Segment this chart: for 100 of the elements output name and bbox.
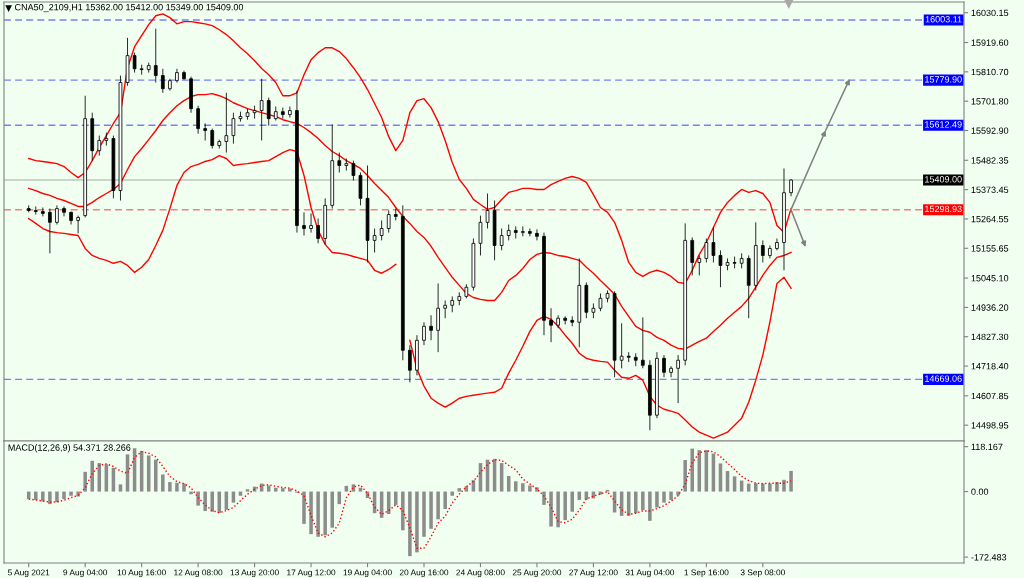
ref-line-label: 16003.11 bbox=[925, 16, 962, 23]
bar bbox=[266, 485, 271, 492]
bar bbox=[203, 491, 207, 511]
bar bbox=[69, 491, 73, 496]
candlestick bbox=[648, 359, 652, 431]
bar bbox=[514, 481, 518, 492]
candlestick bbox=[97, 135, 102, 156]
ref-line-label: 14669.06 bbox=[925, 375, 962, 382]
bar bbox=[528, 485, 532, 492]
candlestick bbox=[528, 228, 532, 237]
candlestick bbox=[231, 112, 236, 145]
bar bbox=[641, 491, 645, 511]
candlestick bbox=[76, 215, 80, 234]
ref-line-label: 15612.49 bbox=[925, 121, 962, 128]
candlestick bbox=[768, 245, 772, 259]
y-tick-label: 14827.30 bbox=[971, 333, 1009, 341]
candlestick bbox=[160, 68, 165, 94]
candlestick bbox=[309, 213, 313, 233]
candlestick bbox=[337, 152, 342, 173]
bar bbox=[669, 491, 673, 500]
bar bbox=[182, 483, 186, 492]
bar bbox=[245, 489, 250, 492]
candlestick bbox=[640, 316, 645, 369]
ref-line-label: 15409.00 bbox=[925, 176, 962, 183]
ref-line-label: 15779.90 bbox=[925, 76, 962, 83]
candlestick bbox=[725, 258, 730, 271]
bar bbox=[429, 491, 433, 529]
bar bbox=[281, 488, 285, 492]
bar bbox=[457, 488, 462, 492]
bar bbox=[754, 483, 758, 492]
candlestick bbox=[139, 64, 144, 76]
bar bbox=[161, 474, 165, 492]
candlestick bbox=[471, 238, 476, 291]
candlestick bbox=[478, 215, 483, 256]
candlestick bbox=[718, 249, 723, 288]
candlestick bbox=[760, 239, 765, 263]
candlestick bbox=[584, 281, 589, 319]
candlestick bbox=[739, 252, 744, 269]
bar bbox=[450, 491, 454, 496]
candlestick bbox=[591, 302, 596, 319]
candlestick bbox=[358, 172, 363, 206]
candlestick bbox=[259, 78, 264, 141]
bar bbox=[83, 471, 87, 492]
candlestick bbox=[386, 210, 391, 233]
candlestick bbox=[457, 291, 462, 306]
bar bbox=[344, 485, 349, 492]
candlestick bbox=[619, 322, 624, 369]
candlestick bbox=[612, 290, 617, 378]
candlestick bbox=[168, 78, 172, 92]
candlestick bbox=[48, 208, 52, 254]
bar bbox=[394, 491, 398, 505]
candlestick bbox=[40, 207, 45, 217]
candlestick bbox=[245, 108, 250, 121]
ref-line-label: 15298.93 bbox=[925, 205, 962, 213]
candlestick bbox=[683, 222, 688, 366]
bar bbox=[175, 482, 179, 492]
candlestick bbox=[436, 283, 440, 353]
candlestick bbox=[492, 200, 497, 261]
candlestick bbox=[570, 315, 575, 327]
bar bbox=[309, 491, 313, 535]
bar bbox=[196, 491, 200, 506]
candlestick bbox=[690, 236, 695, 276]
candlestick bbox=[506, 224, 511, 241]
candlestick bbox=[549, 307, 553, 343]
bar bbox=[41, 491, 45, 502]
bar bbox=[274, 487, 278, 492]
bar bbox=[521, 483, 525, 492]
y-tick-label: 15155.65 bbox=[971, 245, 1009, 252]
x-tick-label: 24 Aug 08:00 bbox=[456, 569, 505, 578]
candlestick bbox=[746, 255, 751, 319]
x-tick-label: 17 Aug 12:00 bbox=[287, 569, 336, 578]
bar bbox=[323, 491, 327, 536]
candlestick bbox=[563, 315, 568, 325]
candlestick bbox=[196, 105, 200, 135]
candlestick bbox=[485, 193, 490, 229]
y-tick-label: 15045.10 bbox=[971, 275, 1009, 282]
candlestick bbox=[513, 225, 518, 239]
candlestick bbox=[789, 178, 793, 197]
candlestick bbox=[520, 225, 525, 237]
candlestick bbox=[443, 300, 448, 319]
candlestick bbox=[33, 206, 38, 215]
candlestick bbox=[189, 76, 193, 114]
candlestick bbox=[273, 106, 278, 121]
candlestick bbox=[732, 256, 737, 269]
candlestick bbox=[372, 228, 377, 253]
bar bbox=[655, 491, 659, 508]
candlestick bbox=[90, 112, 95, 162]
bar bbox=[782, 479, 786, 492]
candlestick bbox=[633, 352, 638, 367]
candlestick bbox=[210, 128, 215, 149]
candlestick bbox=[203, 123, 208, 141]
candlestick bbox=[146, 62, 151, 73]
x-tick-label: 13 Aug 20:00 bbox=[230, 569, 279, 578]
candlestick bbox=[323, 197, 328, 245]
bar bbox=[358, 487, 363, 492]
candlestick bbox=[365, 165, 370, 263]
candlestick bbox=[125, 37, 130, 87]
y-tick-label: 15264.55 bbox=[971, 215, 1009, 223]
candlestick bbox=[55, 204, 59, 225]
y-tick-label: 14936.20 bbox=[971, 304, 1009, 311]
